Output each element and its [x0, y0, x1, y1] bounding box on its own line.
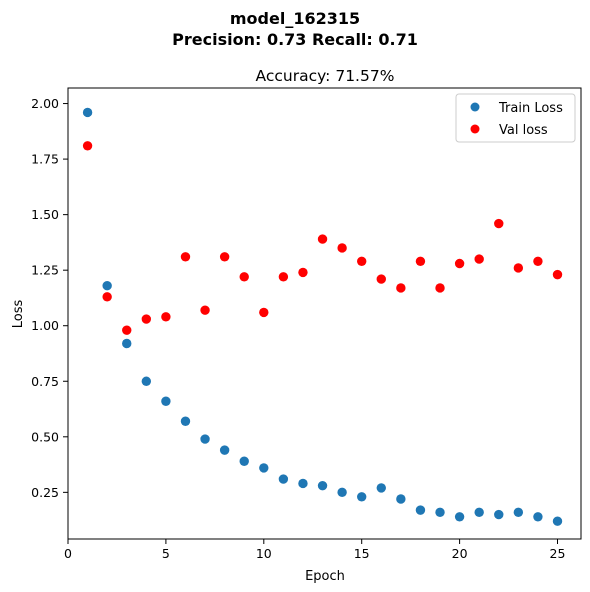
y-tick-label: 0.75 — [31, 374, 59, 389]
legend-marker-train — [470, 102, 480, 112]
val-loss-point — [102, 292, 112, 302]
x-axis: 0 5 10 15 20 25 — [64, 539, 565, 561]
val-loss-point — [415, 256, 426, 266]
val-loss-point — [317, 234, 328, 244]
train-loss-point — [200, 434, 210, 444]
legend-marker-val — [470, 124, 480, 134]
val-loss-point — [474, 254, 484, 264]
train-loss-point — [513, 507, 524, 518]
train-loss-point — [122, 338, 132, 349]
x-tick-label: 0 — [64, 546, 72, 561]
val-loss-point — [259, 307, 269, 318]
y-axis-label: Loss — [11, 300, 26, 329]
suptitle-line1: model_162315 — [230, 9, 360, 28]
legend-label-train: Train Loss — [498, 101, 563, 116]
train-loss-point — [396, 494, 406, 504]
val-loss-point — [219, 252, 230, 262]
y-axis: 0.25 0.50 0.75 1.00 1.25 1.50 1.75 2.00 — [31, 96, 68, 500]
x-tick-label: 15 — [354, 546, 370, 561]
train-loss-point — [357, 492, 367, 502]
y-tick-label: 1.50 — [31, 207, 59, 222]
y-tick-label: 1.00 — [31, 318, 59, 333]
train-loss-point — [82, 107, 93, 118]
x-tick-label: 10 — [256, 546, 272, 561]
val-loss-point — [357, 256, 367, 266]
legend: Train Loss Val loss — [455, 93, 576, 143]
train-loss-point — [494, 509, 504, 520]
y-tick-label: 0.50 — [31, 429, 59, 444]
train-loss-point — [474, 507, 484, 518]
y-tick-label: 1.25 — [31, 263, 59, 278]
val-loss-point — [513, 263, 524, 273]
train-loss-point — [102, 281, 112, 291]
train-loss-point — [317, 480, 328, 491]
train-loss-point — [141, 376, 152, 386]
train-loss-point — [337, 487, 347, 498]
train-loss-point — [533, 512, 543, 522]
val-loss-point — [454, 258, 465, 269]
val-loss-point — [141, 314, 152, 324]
x-tick-label: 5 — [162, 546, 170, 561]
val-loss-point — [122, 325, 132, 335]
val-loss-point — [239, 272, 249, 282]
legend-box — [455, 93, 576, 143]
val-loss-point — [376, 274, 386, 284]
train-loss-point — [219, 445, 230, 455]
val-loss-point — [533, 256, 543, 266]
y-tick-label: 0.25 — [31, 485, 59, 500]
val-loss-point — [435, 283, 445, 293]
train-loss-point — [259, 463, 269, 473]
train-loss-point — [552, 516, 563, 526]
train-loss-point — [415, 505, 426, 515]
x-tick-label: 20 — [452, 546, 468, 561]
val-loss-point — [396, 283, 406, 293]
train-loss-point — [161, 396, 171, 406]
chart-title: Accuracy: 71.57% — [256, 67, 395, 85]
plot-area — [67, 87, 582, 540]
x-axis-label: Epoch — [305, 569, 345, 584]
train-loss-point — [298, 478, 308, 489]
val-loss-point — [494, 218, 504, 229]
val-loss-point — [298, 267, 308, 278]
val-loss-point — [82, 141, 93, 151]
val-loss-point — [180, 252, 191, 262]
train-loss-point — [454, 512, 465, 522]
legend-label-val: Val loss — [499, 123, 548, 138]
val-loss-point — [337, 243, 347, 253]
val-loss-point — [200, 305, 210, 315]
val-loss-point — [161, 312, 171, 322]
x-tick-label: 25 — [550, 546, 566, 561]
train-loss-point — [278, 474, 289, 484]
train-loss-point — [239, 456, 249, 466]
suptitle-line2: Precision: 0.73 Recall: 0.71 — [172, 30, 418, 49]
train-loss-point — [180, 416, 191, 426]
train-loss-point — [376, 483, 386, 493]
train-loss-point — [435, 507, 445, 518]
data-points — [82, 107, 563, 526]
val-loss-point — [278, 272, 289, 282]
y-tick-label: 1.75 — [31, 152, 59, 167]
val-loss-point — [552, 269, 563, 280]
y-tick-label: 2.00 — [31, 96, 59, 111]
